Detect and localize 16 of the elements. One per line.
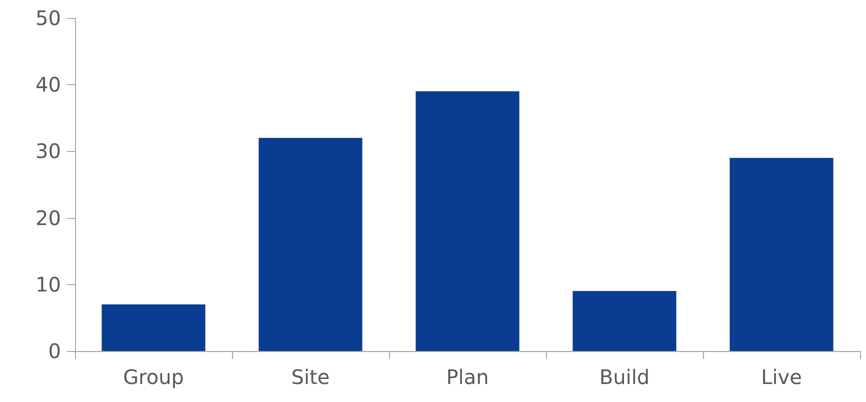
bar — [102, 304, 206, 351]
bar — [730, 158, 834, 351]
y-tick-label: 30 — [36, 139, 61, 164]
y-tick-label: 0 — [48, 339, 61, 363]
bar — [572, 291, 676, 351]
y-tick-label: 10 — [36, 272, 61, 296]
x-tick-label: Plan — [446, 365, 489, 389]
x-tick-label: Group — [123, 365, 184, 389]
y-tick-label: 40 — [36, 72, 61, 97]
y-tick-label: 20 — [36, 206, 61, 230]
y-tick-label: 50 — [36, 6, 61, 30]
bar — [416, 91, 520, 351]
x-tick-label: Build — [599, 365, 650, 389]
x-tick-label: Site — [291, 365, 330, 389]
x-tick-label: Live — [761, 365, 802, 389]
bar — [258, 138, 362, 351]
